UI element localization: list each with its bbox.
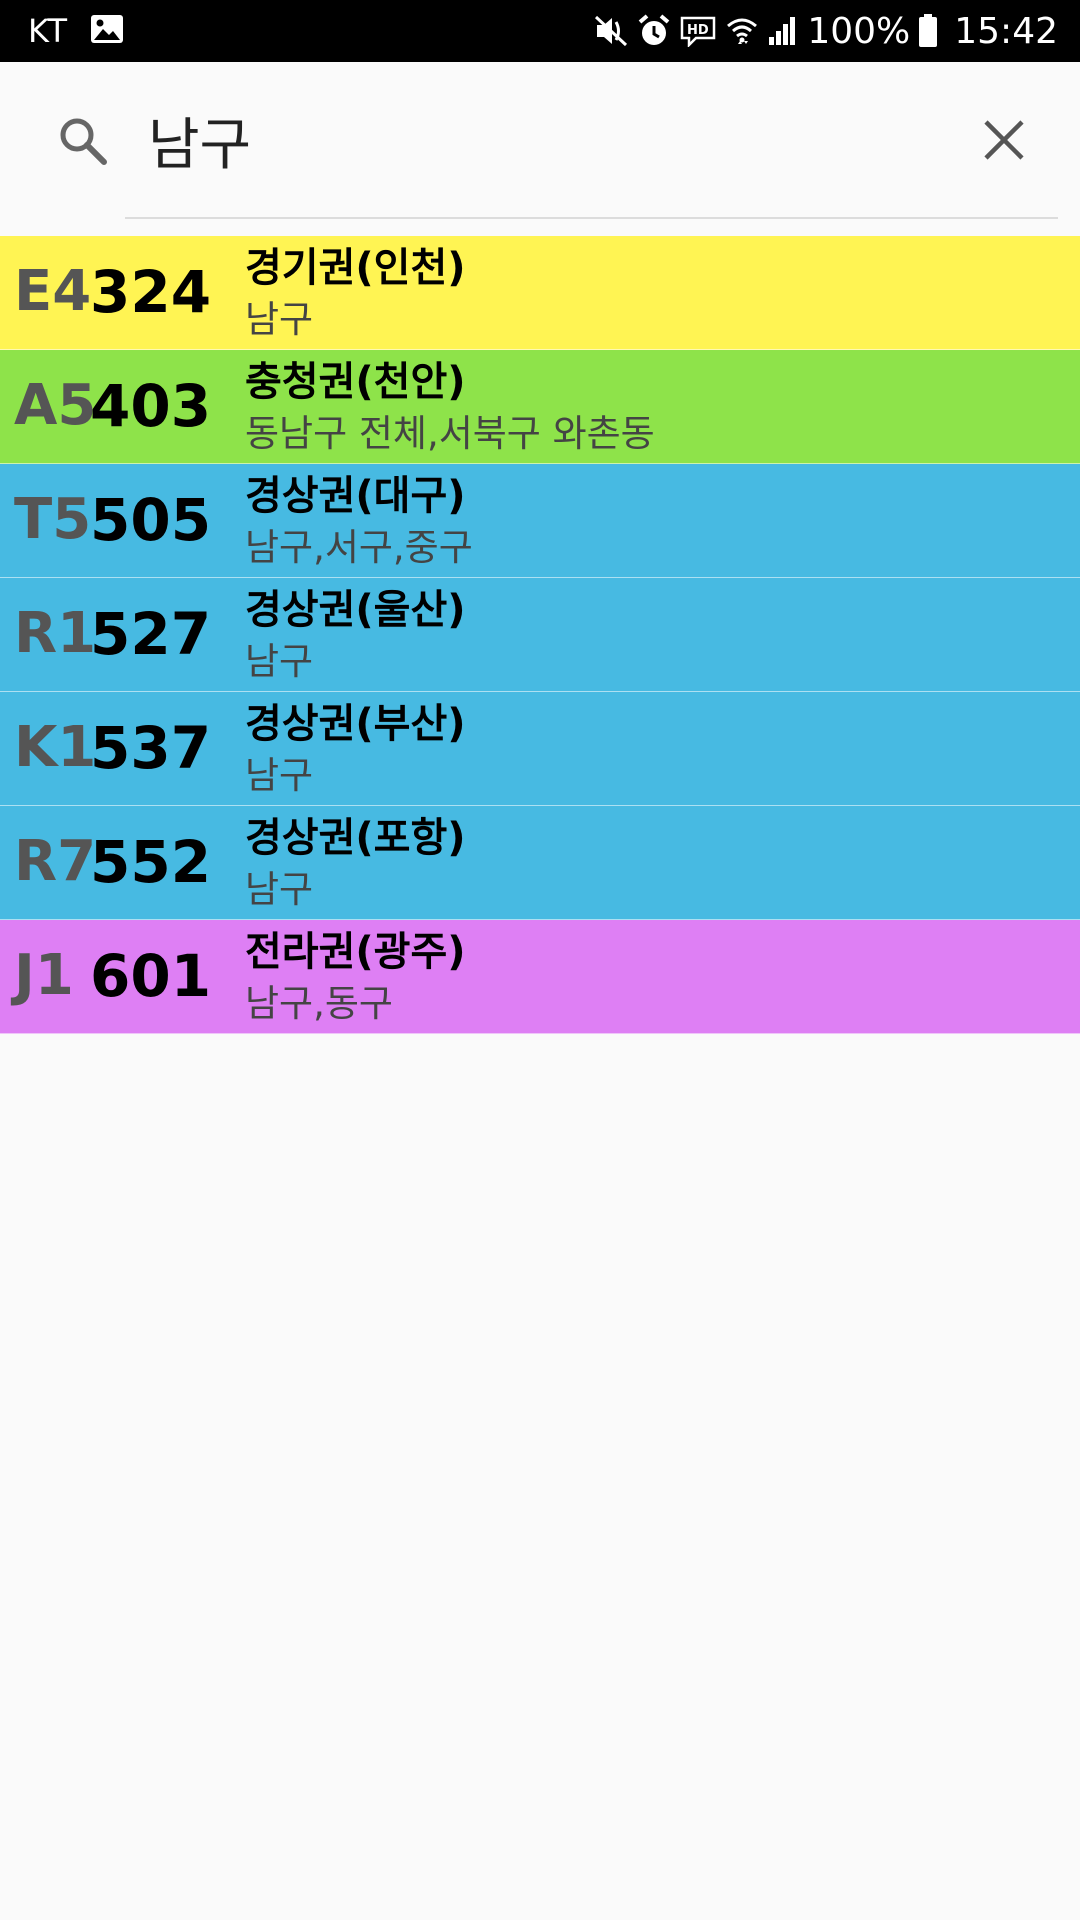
row-area: 남구 bbox=[245, 298, 314, 341]
row-region: 경상권(대구) bbox=[245, 473, 466, 519]
row-area: 남구 bbox=[245, 868, 314, 911]
hd-voice-icon: HD bbox=[679, 15, 717, 47]
row-region: 경상권(포항) bbox=[245, 815, 466, 861]
row-region: 경상권(울산) bbox=[245, 587, 466, 633]
result-row[interactable]: T5 505 경상권(대구) 남구,서구,중구 bbox=[0, 464, 1080, 578]
alarm-icon bbox=[637, 14, 671, 48]
row-region: 경기권(인천) bbox=[245, 245, 466, 291]
row-area: 남구,동구 bbox=[245, 982, 393, 1025]
row-code: R7 bbox=[14, 829, 97, 894]
row-number: 505 bbox=[90, 486, 212, 554]
wifi-icon bbox=[725, 14, 759, 48]
row-number: 527 bbox=[90, 600, 212, 668]
row-code: J1 bbox=[14, 943, 74, 1008]
search-underline bbox=[125, 217, 1058, 219]
image-notification-icon bbox=[90, 14, 124, 48]
clear-search-button[interactable] bbox=[976, 114, 1032, 170]
svg-text:HD: HD bbox=[687, 23, 709, 38]
row-area: 남구 bbox=[245, 640, 314, 683]
search-icon bbox=[58, 116, 108, 166]
result-row[interactable]: K1 537 경상권(부산) 남구 bbox=[0, 692, 1080, 806]
row-area: 동남구 전체,서북구 와촌동 bbox=[245, 412, 655, 455]
result-row[interactable]: A5 403 충청권(천안) 동남구 전체,서북구 와촌동 bbox=[0, 350, 1080, 464]
close-icon bbox=[982, 118, 1026, 166]
row-area: 남구 bbox=[245, 754, 314, 797]
search-bar bbox=[0, 62, 1080, 236]
row-number: 552 bbox=[90, 828, 212, 896]
row-code: K1 bbox=[14, 715, 97, 780]
row-region: 전라권(광주) bbox=[245, 929, 466, 975]
carrier-label: KT bbox=[28, 12, 69, 50]
mute-icon bbox=[593, 14, 629, 48]
result-list: E4 324 경기권(인천) 남구 A5 403 충청권(천안) 동남구 전체,… bbox=[0, 236, 1080, 1034]
battery-icon bbox=[918, 14, 938, 48]
signal-icon bbox=[767, 15, 799, 47]
row-code: T5 bbox=[14, 487, 92, 552]
result-row[interactable]: J1 601 전라권(광주) 남구,동구 bbox=[0, 920, 1080, 1034]
row-region: 충청권(천안) bbox=[245, 359, 466, 405]
result-row[interactable]: E4 324 경기권(인천) 남구 bbox=[0, 236, 1080, 350]
row-number: 324 bbox=[90, 258, 212, 326]
clock: 15:42 bbox=[954, 10, 1058, 52]
battery-percent: 100% bbox=[807, 10, 911, 52]
row-area: 남구,서구,중구 bbox=[245, 526, 473, 569]
row-number: 403 bbox=[90, 372, 212, 440]
result-row[interactable]: R1 527 경상권(울산) 남구 bbox=[0, 578, 1080, 692]
row-code: A5 bbox=[14, 373, 97, 438]
search-input[interactable] bbox=[148, 100, 928, 180]
row-number: 601 bbox=[90, 942, 212, 1010]
status-bar: KT bbox=[0, 0, 1080, 62]
row-code: R1 bbox=[14, 601, 97, 666]
row-code: E4 bbox=[14, 259, 92, 324]
row-number: 537 bbox=[90, 714, 212, 782]
row-region: 경상권(부산) bbox=[245, 701, 466, 747]
result-row[interactable]: R7 552 경상권(포항) 남구 bbox=[0, 806, 1080, 920]
